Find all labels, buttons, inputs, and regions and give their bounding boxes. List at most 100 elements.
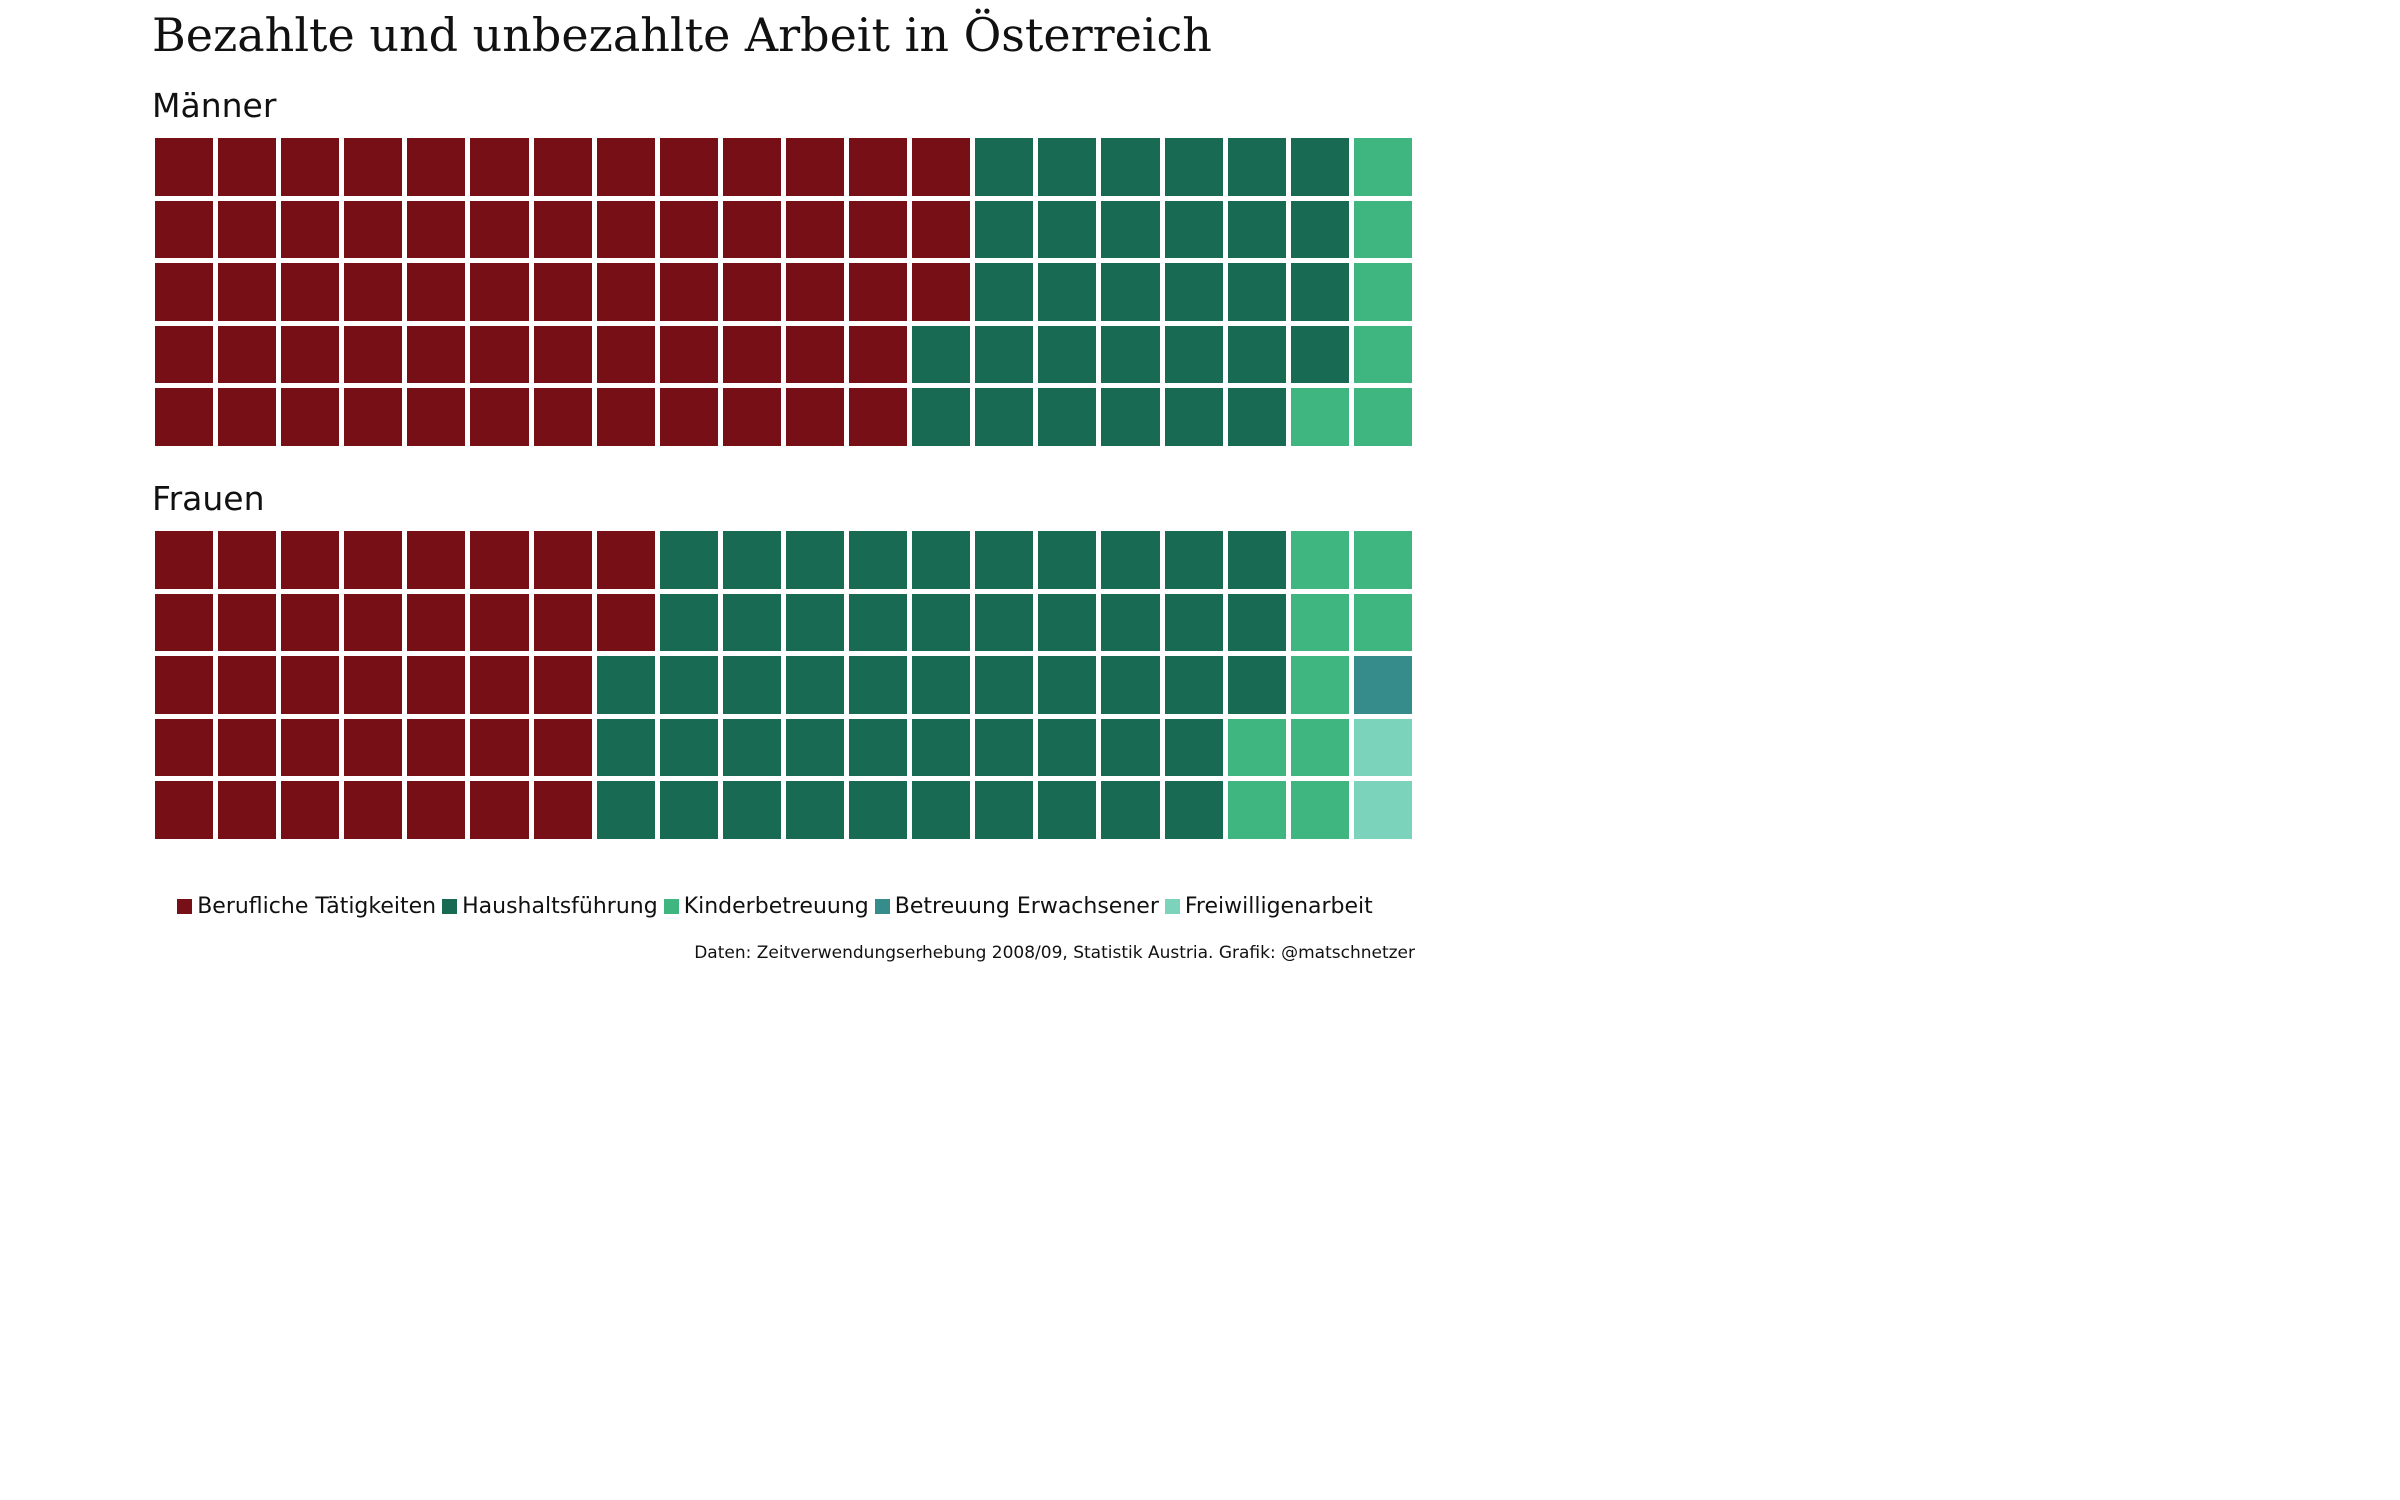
waffle-cell	[722, 593, 781, 652]
waffle-cell	[849, 138, 908, 196]
waffle-cell	[912, 388, 971, 446]
waffle-cell	[912, 138, 971, 196]
waffle-cell	[281, 325, 340, 384]
waffle-cell	[849, 263, 908, 321]
waffle-cell	[596, 531, 655, 589]
waffle-cell	[1227, 138, 1286, 196]
waffle-cell	[533, 593, 592, 652]
waffle-cell	[470, 656, 529, 714]
waffle-cell	[470, 263, 529, 321]
waffle-cell	[1290, 325, 1349, 384]
waffle-cell	[281, 593, 340, 652]
waffle-cell	[1353, 718, 1412, 777]
waffle-cell	[596, 138, 655, 196]
waffle-cell	[1227, 781, 1286, 839]
legend-item: Kinderbetreuung	[663, 893, 869, 919]
waffle-cell	[1038, 388, 1097, 446]
waffle-cell	[218, 593, 277, 652]
waffle-cell	[849, 656, 908, 714]
waffle-cell	[407, 531, 466, 589]
waffle-cell	[596, 263, 655, 321]
waffle-cell	[785, 200, 845, 259]
waffle-cell	[344, 200, 403, 259]
waffle-cell	[975, 200, 1034, 259]
waffle-grid-frauen	[152, 528, 1415, 842]
waffle-cell	[659, 325, 718, 384]
panel-title-frauen: Frauen	[152, 479, 265, 518]
waffle-cell	[470, 718, 529, 777]
waffle-cell	[1353, 200, 1412, 259]
legend-label: Haushaltsführung	[462, 893, 658, 919]
waffle-cell	[407, 593, 466, 652]
waffle-cell	[722, 325, 781, 384]
waffle-cell	[1101, 200, 1160, 259]
waffle-cell	[1290, 718, 1349, 777]
waffle-cell	[785, 656, 845, 714]
waffle-cell	[912, 593, 971, 652]
waffle-cell	[975, 718, 1034, 777]
waffle-cell	[975, 656, 1034, 714]
waffle-cell	[596, 388, 655, 446]
waffle-grid-maenner	[152, 135, 1415, 449]
waffle-cell	[533, 325, 592, 384]
waffle-cell	[722, 263, 781, 321]
waffle-cell	[659, 138, 718, 196]
waffle-cell	[344, 781, 403, 839]
waffle-cell	[722, 200, 781, 259]
waffle-cell	[344, 718, 403, 777]
waffle-cell	[912, 200, 971, 259]
waffle-cell	[1038, 325, 1097, 384]
waffle-cell	[659, 388, 718, 446]
waffle-cell	[344, 656, 403, 714]
waffle-cell	[1227, 531, 1286, 589]
waffle-cell	[912, 718, 971, 777]
waffle-cell	[344, 388, 403, 446]
waffle-cell	[155, 656, 214, 714]
waffle-cell	[281, 388, 340, 446]
legend-item: Haushaltsführung	[442, 894, 658, 919]
waffle-cell	[218, 200, 277, 259]
waffle-cell	[218, 325, 277, 384]
waffle-cell	[659, 656, 718, 714]
legend-key	[874, 898, 890, 914]
waffle-cell	[470, 593, 529, 652]
waffle-cell	[1227, 263, 1286, 321]
waffle-cell	[533, 531, 592, 589]
waffle-cell	[975, 263, 1034, 321]
waffle-cell	[849, 531, 908, 589]
waffle-cell	[1101, 325, 1160, 384]
waffle-cell	[1353, 325, 1412, 384]
waffle-cell	[155, 263, 214, 321]
waffle-cell	[407, 263, 466, 321]
waffle-cell	[912, 781, 971, 839]
waffle-cell	[659, 263, 718, 321]
legend-label: Kinderbetreuung	[683, 893, 869, 919]
waffle-cell	[407, 718, 466, 777]
waffle-cell	[1353, 388, 1412, 446]
waffle-cell	[344, 531, 403, 589]
waffle-cell	[470, 781, 529, 839]
waffle-cell	[912, 656, 971, 714]
waffle-cell	[155, 531, 214, 589]
waffle-cell	[407, 388, 466, 446]
waffle-cell	[659, 781, 718, 839]
waffle-cell	[1353, 531, 1412, 589]
waffle-cell	[155, 718, 214, 777]
waffle-cell	[1290, 656, 1349, 714]
waffle-cell	[596, 718, 655, 777]
waffle-cell	[344, 138, 403, 196]
waffle-cell	[785, 531, 845, 589]
waffle-cell	[281, 531, 340, 589]
waffle-cell	[1164, 781, 1223, 839]
waffle-cell	[218, 718, 277, 777]
waffle-cell	[1101, 718, 1160, 777]
waffle-cell	[218, 656, 277, 714]
waffle-cell	[218, 781, 277, 839]
legend-label: Betreuung Erwachsener	[894, 893, 1159, 919]
waffle-cell	[1290, 200, 1349, 259]
waffle-cell	[1353, 593, 1412, 652]
waffle-cell	[1290, 531, 1349, 589]
waffle-cell	[785, 263, 845, 321]
waffle-cell	[1353, 263, 1412, 321]
waffle-cell	[1038, 263, 1097, 321]
